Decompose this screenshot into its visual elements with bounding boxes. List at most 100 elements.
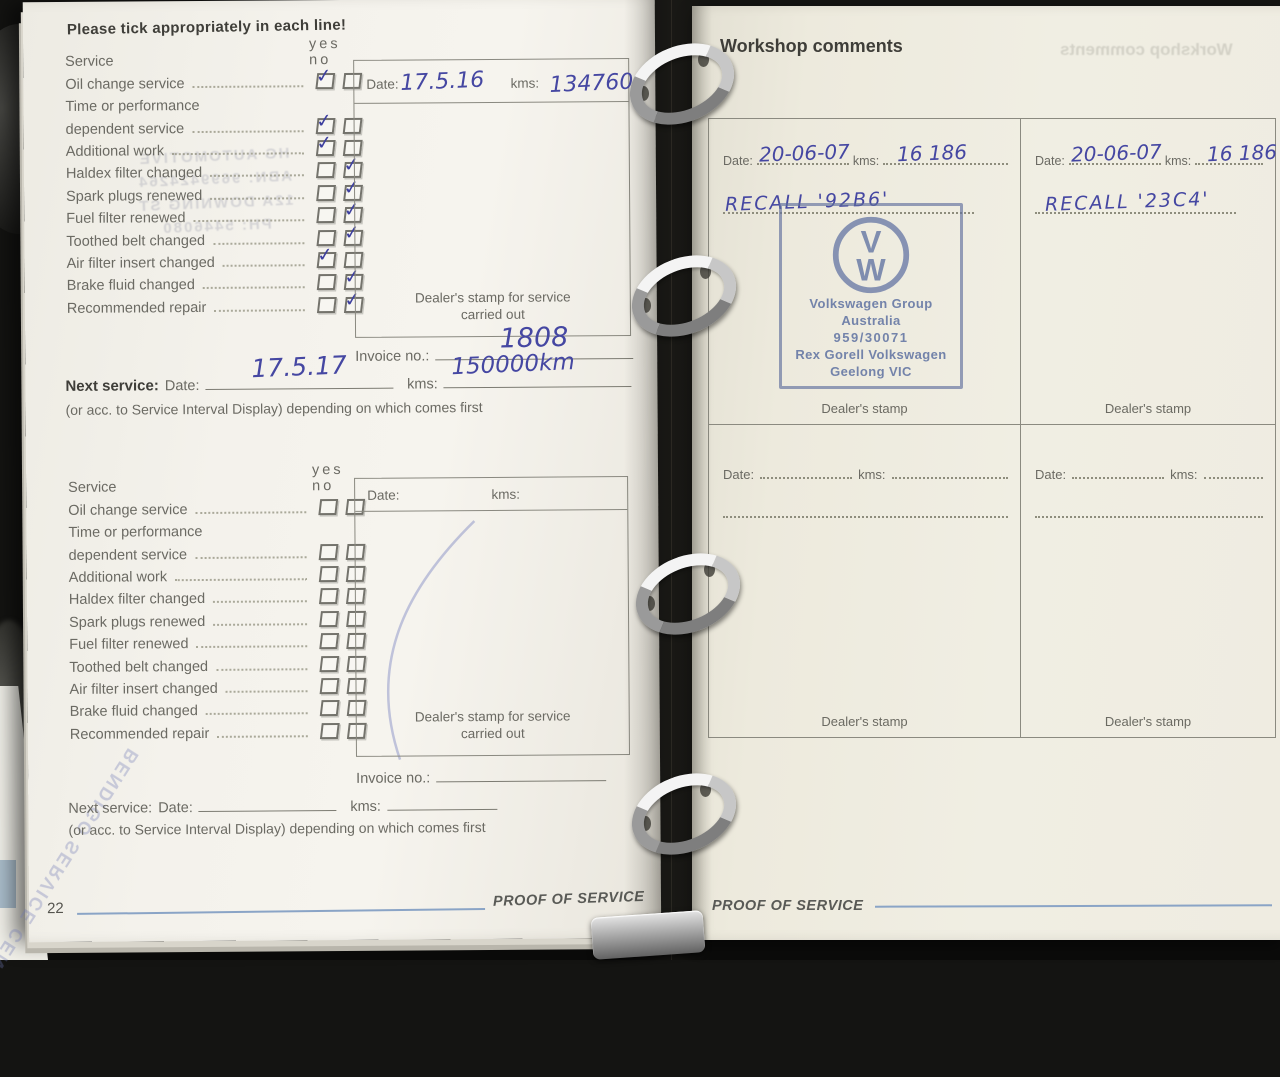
- checklist-header: Service yes no: [68, 462, 364, 496]
- dotted-leader: [222, 264, 305, 267]
- dotted-leader: [205, 712, 308, 716]
- kms-label: kms:: [1170, 467, 1198, 482]
- dealer-stamp-label: Dealer's stamp: [821, 714, 908, 729]
- checklist-item-label: Spark plugs renewed: [66, 187, 203, 205]
- interval-note: (or acc. to Service Interval Display) de…: [65, 399, 483, 418]
- checklist-item-label: Haldex filter changed: [65, 165, 203, 183]
- checklist-row: Air filter insert changed ✓: [66, 243, 364, 272]
- workshop-cell-4: Date: kms: Dealer's stamp: [1021, 425, 1275, 737]
- checklist-row: Brake fluid changed ✓: [67, 266, 364, 294]
- checklist-item-label: Oil change service: [65, 75, 185, 93]
- dealer-stamp-label: Dealer's stamp: [1104, 714, 1192, 729]
- dotted-leader: [192, 129, 304, 133]
- checklist-row: Recommended repair: [70, 718, 367, 743]
- svg-text:W: W: [856, 252, 886, 287]
- stamp-line: Australia: [841, 312, 901, 328]
- kms-label: kms:: [350, 798, 381, 815]
- checklist-row: Oil change service ✓: [65, 64, 363, 93]
- checklist-row: Additional work: [68, 561, 366, 586]
- checklist-row: Fuel filter renewed ✓: [66, 198, 364, 228]
- stray-pen-line: [386, 520, 476, 761]
- workshop-cell-3: Date: kms: Dealer's stamp: [709, 425, 1021, 737]
- checklist-row: Air filter insert changed: [69, 673, 367, 698]
- binder-clip: [590, 910, 706, 960]
- left-page: HG AUTOMOTIVE ABN: 9699424264 12A DOWNIN…: [0, 0, 662, 1010]
- next-date-line: 17.5.17: [205, 350, 394, 390]
- stamp-caption: Dealer's stamp for service carried out: [414, 289, 571, 323]
- right-page: Workshop comments Workshop comments Date…: [692, 6, 1280, 940]
- dotted-leader: [202, 286, 305, 290]
- date-label: Date:: [366, 76, 399, 92]
- punch-hole: [700, 782, 711, 797]
- dotted-leader: [175, 578, 307, 582]
- checklist-item-label: Time or performance: [68, 524, 203, 542]
- date-label: Date:: [1035, 154, 1065, 168]
- kms-line: 16 186: [883, 140, 1008, 166]
- stamp-line: 959/30071: [833, 329, 909, 345]
- dotted-leader: [225, 690, 308, 693]
- invoice-row-2: Invoice no.:: [356, 762, 607, 787]
- next-kms-line: 150000km: [443, 349, 632, 389]
- date-line: [760, 461, 853, 479]
- workshop-comments-heading: Workshop comments: [720, 36, 903, 56]
- stamp-line: Rex Gorell Volkswagen: [795, 346, 947, 362]
- dotted-leader: [213, 600, 307, 604]
- checklist-item-label: Air filter insert changed: [69, 680, 218, 698]
- kms-label: kms:: [407, 376, 438, 393]
- checkbox-yes: [315, 162, 336, 179]
- checkbox-yes: ✓: [315, 64, 336, 89]
- checkbox-yes: [318, 588, 339, 605]
- checkbox-yes: [319, 655, 340, 672]
- checkbox-yes: [318, 498, 339, 515]
- checkbox-yes: [319, 677, 340, 695]
- date-line: [1072, 461, 1165, 479]
- invoice-label: Invoice no.:: [356, 770, 431, 787]
- checklist-row: Additional work ✓: [66, 131, 363, 160]
- checklist-item-label: Additional work: [68, 569, 168, 586]
- tick-mark: ✓: [314, 109, 334, 133]
- dotted-leader: [195, 555, 307, 559]
- kms-line: [1203, 461, 1263, 479]
- checklist-row: Time or performance: [68, 517, 364, 541]
- dotted-leader: [193, 219, 305, 223]
- checklist-row: Haldex filter changed ✓: [65, 154, 363, 183]
- checklist-row: Spark plugs renewed: [69, 606, 366, 631]
- date-line: 20-06-07: [756, 139, 850, 167]
- handwritten-date: 20-06-07: [758, 139, 851, 167]
- dotted-leader: [210, 196, 305, 200]
- checklist-item-label: Haldex filter changed: [68, 591, 206, 609]
- dotted-leader: [213, 622, 308, 626]
- spine-crease: [671, 0, 672, 960]
- checklist-row: Fuel filter renewed: [69, 629, 367, 653]
- checklist-item-label: dependent service: [68, 546, 188, 564]
- dotted-leader: [195, 511, 307, 514]
- checkbox-yes: ✓: [315, 131, 336, 157]
- checkbox-yes: [318, 543, 339, 560]
- date-label: Date:: [164, 377, 200, 395]
- handwritten-next-date: 17.5.17: [250, 350, 348, 384]
- proof-of-service-label: PROOF OF SERVICE: [712, 898, 864, 914]
- kms-line: 16 186: [1195, 140, 1278, 166]
- next-service-label: Next service:: [65, 377, 159, 395]
- stamp-line: Geelong VIC: [830, 363, 912, 379]
- checkbox-yes: [316, 274, 337, 291]
- comment-line: [1035, 514, 1263, 518]
- proof-of-service-label: PROOF OF SERVICE: [492, 888, 645, 910]
- checklist-item-label: Fuel filter renewed: [66, 210, 186, 228]
- invoice-line: [436, 762, 607, 783]
- checkbox-yes: [319, 700, 340, 717]
- service-checklist-blank: Service yes no Oil change service Time or p…: [68, 462, 367, 743]
- punch-hole: [640, 816, 651, 831]
- checklist-row: Spark plugs renewed ✓: [66, 176, 363, 205]
- punch-hole: [640, 298, 651, 313]
- kms-label: kms:: [510, 75, 540, 91]
- checklist-item-label: Time or performance: [65, 98, 200, 116]
- checklist-row: dependent service: [68, 539, 366, 564]
- handwritten-recall: RECALL '23C4': [1044, 188, 1211, 216]
- handwritten-date: 20-06-07: [1070, 139, 1163, 167]
- dealer-stamp-label: Dealer's stamp: [1104, 401, 1192, 416]
- dotted-leader: [214, 308, 305, 312]
- kms-label: kms:: [858, 467, 886, 482]
- date-line: 20-06-07: [1068, 139, 1162, 167]
- checklist-item-label: dependent service: [65, 120, 185, 138]
